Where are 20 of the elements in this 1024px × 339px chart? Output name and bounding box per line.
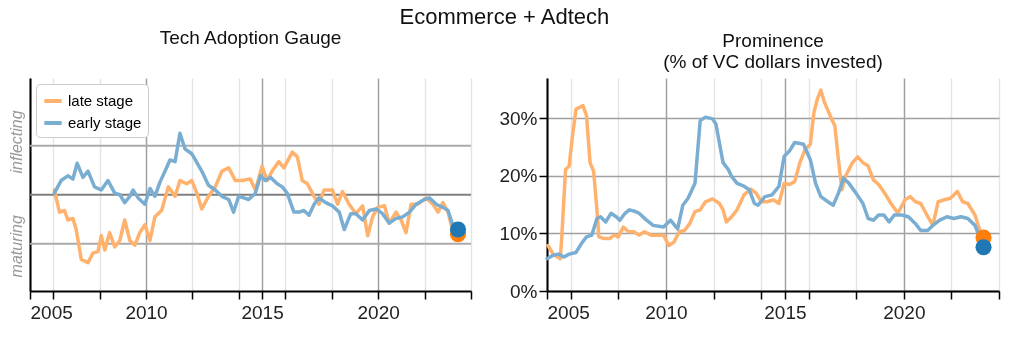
x-tick-label: 2020 — [883, 301, 926, 323]
legend-label: late stage — [68, 92, 134, 109]
x-tick-label: 2020 — [357, 301, 400, 323]
y-tick-label: 10% — [499, 222, 538, 244]
x-tick-label: 2005 — [547, 301, 590, 323]
y-tick-label: 20% — [499, 165, 538, 187]
chart-subtitle: (% of VC dollars invested) — [663, 51, 883, 72]
y-tick-label: 30% — [499, 107, 538, 129]
chart-subtitle: Tech Adoption Gauge — [159, 27, 342, 48]
chart-title: Ecommerce + Adtech — [399, 4, 610, 29]
x-tick-label: 2015 — [241, 301, 284, 323]
text: maturing — [8, 215, 25, 278]
text: inflecting — [8, 110, 25, 174]
y-tick-label: 0% — [510, 280, 538, 302]
chart-title: Prominence — [722, 30, 824, 51]
x-tick-label: 2005 — [30, 301, 73, 323]
legend-label: early stage — [68, 114, 142, 131]
x-tick-label: 2010 — [125, 301, 168, 323]
x-tick-label: 2010 — [645, 301, 688, 323]
x-tick-label: 2015 — [764, 301, 807, 323]
